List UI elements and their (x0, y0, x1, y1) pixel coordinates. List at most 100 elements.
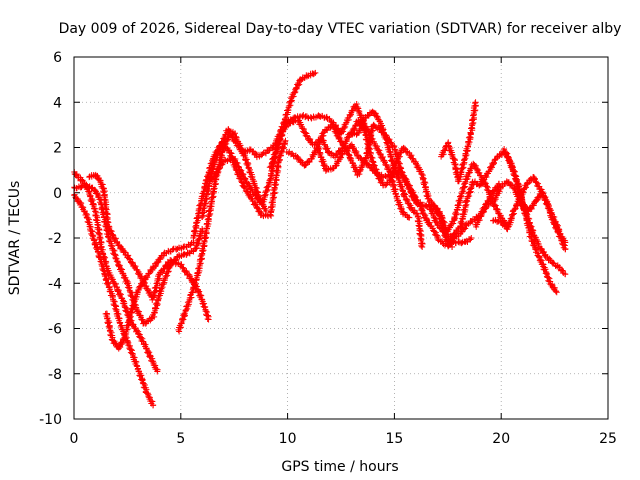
data-point (336, 134, 343, 141)
data-point (482, 205, 489, 212)
y-tick-label: 4 (53, 95, 62, 111)
data-point (377, 125, 384, 132)
data-point (312, 69, 319, 76)
data-point (198, 251, 205, 258)
data-point (386, 148, 393, 155)
data-point (481, 208, 488, 215)
data-point (445, 243, 452, 250)
data-point (379, 129, 386, 136)
data-point (441, 222, 448, 229)
data-point (78, 184, 85, 191)
chart-title: Day 009 of 2026, Sidereal Day-to-day VTE… (59, 21, 622, 37)
data-point (307, 136, 314, 143)
data-point (267, 176, 274, 183)
data-point (135, 330, 142, 337)
data-point (209, 189, 216, 196)
x-axis-label: GPS time / hours (281, 459, 398, 475)
data-point (282, 137, 289, 144)
data-point (356, 168, 363, 175)
data-point (274, 140, 281, 147)
x-tick-label: 20 (492, 431, 510, 447)
data-point (369, 158, 376, 165)
data-point (353, 148, 360, 155)
data-point (546, 278, 553, 285)
data-point (311, 70, 318, 77)
y-tick-label: 0 (53, 186, 62, 202)
data-point (177, 320, 184, 327)
data-point (323, 114, 330, 121)
data-point (531, 232, 538, 239)
series-track-1 (71, 168, 161, 375)
data-point (562, 271, 569, 278)
data-point (203, 180, 210, 187)
data-point (515, 182, 522, 189)
data-point (419, 244, 426, 251)
data-point (197, 253, 204, 260)
data-point (352, 122, 359, 129)
data-point (226, 127, 233, 134)
data-point (526, 219, 533, 226)
data-point (471, 102, 478, 109)
data-point (95, 229, 102, 236)
data-point (127, 313, 134, 320)
data-point (562, 239, 569, 246)
data-point (85, 188, 92, 195)
data-point (347, 156, 354, 163)
data-points (71, 69, 569, 409)
series-track-8 (190, 137, 289, 241)
y-axis-label: SDTVAR / TECUs (7, 181, 23, 296)
data-point (129, 259, 136, 266)
y-tick-label: 2 (53, 141, 62, 157)
plot-frame (73, 56, 609, 420)
data-point (466, 139, 473, 146)
data-point (95, 230, 102, 237)
series-track-2 (71, 191, 157, 409)
data-point (472, 99, 479, 106)
data-point (200, 189, 207, 196)
data-point (92, 187, 99, 194)
data-point (492, 217, 499, 224)
series-track-19 (500, 145, 569, 246)
y-tick-label: -10 (39, 412, 62, 428)
data-point (373, 113, 380, 120)
data-point (462, 198, 469, 205)
data-point (150, 402, 157, 409)
data-point (553, 289, 560, 296)
data-point (418, 242, 425, 249)
data-point (173, 256, 180, 263)
data-point (121, 249, 128, 256)
data-point (296, 114, 303, 121)
data-point (426, 202, 433, 209)
data-point (99, 205, 106, 212)
data-point (459, 160, 466, 167)
data-point (181, 311, 188, 318)
data-point (202, 184, 209, 191)
data-point (209, 176, 216, 183)
data-point (406, 214, 413, 221)
data-point (252, 201, 259, 208)
data-point (111, 251, 118, 258)
data-point (180, 250, 187, 257)
data-point (476, 169, 483, 176)
data-point (338, 154, 345, 161)
data-point (254, 205, 261, 212)
data-point (270, 187, 277, 194)
data-point (205, 316, 212, 323)
data-point (418, 171, 425, 178)
data-point (329, 165, 336, 172)
data-point (298, 76, 305, 83)
data-point (113, 258, 120, 265)
data-point (463, 151, 470, 158)
data-point (401, 145, 408, 152)
data-point (462, 225, 469, 232)
data-point (129, 350, 136, 357)
data-point (112, 254, 119, 261)
data-point (417, 235, 424, 242)
data-point (365, 112, 372, 119)
data-point (497, 218, 504, 225)
data-point (470, 112, 477, 119)
data-point (511, 206, 518, 213)
x-tick-label: 10 (279, 431, 297, 447)
data-point (398, 168, 405, 175)
data-point (419, 207, 426, 214)
